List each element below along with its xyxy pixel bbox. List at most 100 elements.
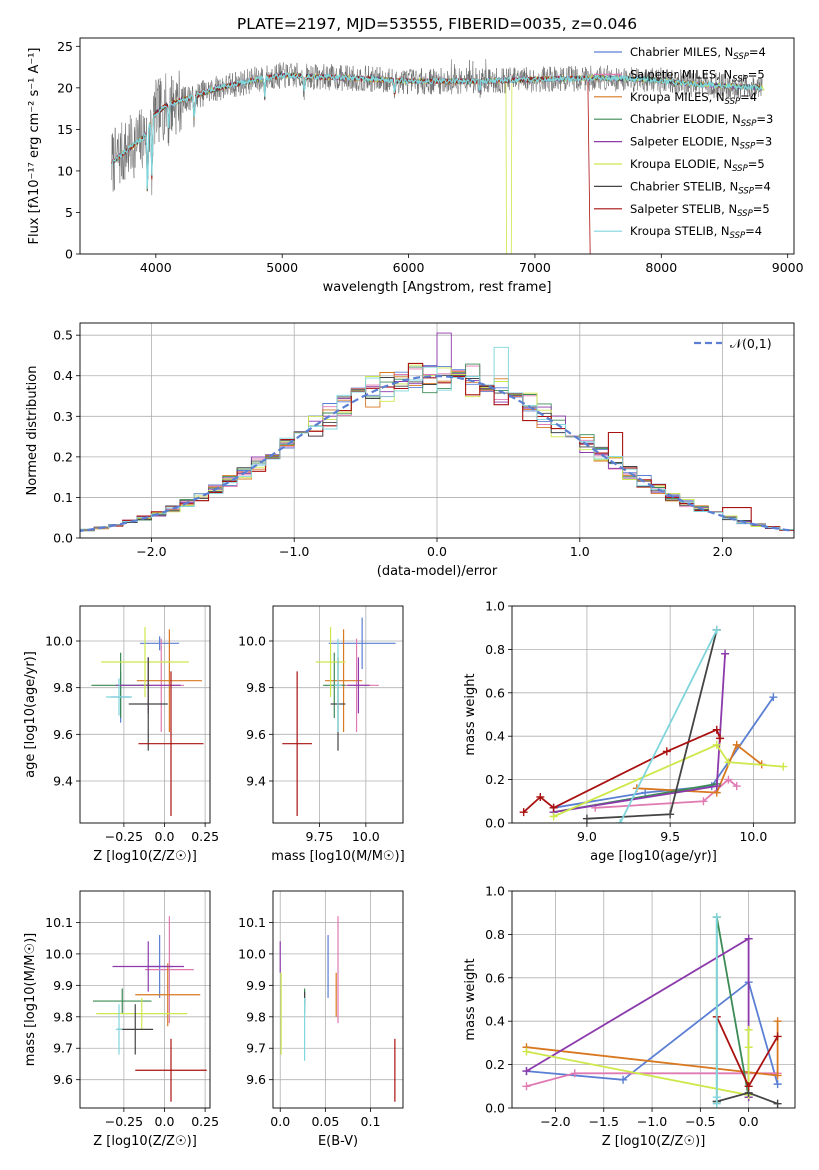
massweight-vs-Z-ytick-label: 0.0	[485, 1101, 505, 1116]
massweight-vs-Z-xtick-label: −1.0	[637, 1114, 667, 1129]
spectrum-ytick-label: 5	[65, 205, 73, 220]
massweight-vs-age-ytick-label: 0.6	[485, 685, 505, 700]
mass-vs-EBV-ytick-label: 9.9	[246, 978, 266, 993]
mass-weight-marker	[519, 808, 528, 817]
residuals-xtick-label: 1.0	[570, 544, 590, 559]
residuals-legend-label: 𝒩(0,1)	[730, 336, 772, 351]
spectrum-plot-area	[111, 59, 765, 254]
residuals-xtick-label: −2.0	[136, 544, 166, 559]
massweight-vs-Z-ytick-label: 0.4	[485, 1014, 505, 1029]
spectrum-legend-label: Kroupa ELODIE, NSSP=5	[630, 157, 765, 174]
mass-vs-EBV-ytick-label: 9.8	[246, 1009, 266, 1024]
age-vs-Z-ytick-label: 9.4	[53, 774, 73, 789]
mass-vs-EBV-ytick-label: 9.6	[246, 1072, 266, 1087]
mass-vs-Z-ytick-label: 10.0	[45, 946, 73, 961]
spectrum-legend-label: Chabrier STELIB, NSSP=4	[630, 179, 771, 196]
normal-curve	[80, 375, 794, 533]
residuals-ytick-label: 0.3	[53, 409, 73, 424]
spectrum-panel: 4000 5000 6000 7000 8000 9000 0 5 10 15 20 25 wavele…	[27, 37, 804, 295]
mass-weight-marker	[712, 1093, 721, 1102]
spectrum-legend-label: Chabrier MILES, NSSP=4	[630, 45, 766, 62]
age-vs-mass-xlabel: mass [log10(M/M☉)]	[271, 849, 404, 864]
spectrum-legend-label: Salpeter MILES, NSSP=5	[630, 67, 765, 84]
spectrum-ytick-label: 20	[57, 80, 73, 95]
mass-weight-marker	[773, 1071, 782, 1080]
mass-weight-line	[619, 629, 718, 823]
massweight-vs-age-ylabel: mass weight	[463, 673, 478, 755]
massweight-vs-age-ytick-label: 0.0	[485, 816, 505, 831]
spectrum-legend-label: Salpeter STELIB, NSSP=5	[630, 202, 770, 219]
mass-weight-marker	[773, 1099, 782, 1108]
age-vs-Z-xtick-label: 0.0	[155, 829, 175, 844]
age-vs-mass-xtick-label: 9.75	[306, 829, 334, 844]
residuals-xlabel: (data-model)/error	[377, 564, 498, 579]
mass-vs-EBV-frame	[272, 890, 404, 1109]
spectrum-xtick-label: 6000	[393, 260, 425, 275]
spectrum-model-line	[111, 71, 763, 189]
massweight-vs-age-ytick-label: 0.2	[485, 772, 505, 787]
residual-histogram	[80, 362, 794, 533]
massweight-vs-Z-xtick-label: −0.5	[685, 1114, 715, 1129]
age-vs-Z-frame	[79, 605, 211, 824]
mass-vs-Z-panel: −0.25 0.0 0.25 9.6 9.7 9.8 9.9 10.0 10.1 Z [log10…	[23, 890, 219, 1149]
mass-weight-line	[553, 696, 775, 809]
residuals-ylabel: Normed distribution	[25, 366, 40, 496]
age-vs-Z-ylabel: age [log10(age/yr)]	[23, 651, 38, 778]
massweight-vs-Z-ylabel: mass weight	[463, 958, 478, 1040]
mass-vs-Z-ytick-label: 9.6	[53, 1072, 73, 1087]
mass-weight-marker	[744, 1043, 753, 1052]
spectrum-xtick-label: 5000	[266, 260, 298, 275]
mass-weight-marker	[666, 810, 675, 819]
spectrum-xlabel: wavelength [Angstrom, rest frame]	[323, 280, 552, 295]
residuals-panel: −2.0 −1.0 0.0 1.0 2.0 0.0 0.1 0.2 0.3 0.4 0.5 (data…	[25, 322, 795, 579]
mass-weight-marker	[712, 782, 721, 791]
mass-weight-line	[586, 629, 718, 820]
mass-weight-marker	[570, 1069, 579, 1078]
mass-weight-marker	[773, 1017, 782, 1026]
mass-weight-line	[595, 778, 738, 809]
mass-vs-EBV-plot-area	[273, 891, 403, 1108]
mass-weight-marker	[744, 1025, 753, 1034]
mass-weight-marker	[549, 803, 558, 812]
mass-vs-EBV-xlabel: E(B-V)	[318, 1134, 358, 1149]
spectrum-ytick-label: 15	[57, 122, 73, 137]
mass-weight-marker	[582, 814, 591, 823]
mass-weight-marker	[732, 782, 741, 791]
residuals-ytick-label: 0.4	[53, 368, 73, 383]
mass-weight-marker	[724, 758, 733, 767]
massweight-vs-age-ytick-label: 1.0	[485, 599, 505, 614]
mass-weight-marker	[712, 740, 721, 749]
massweight-vs-Z-xtick-label: −2.0	[540, 1114, 570, 1129]
age-vs-mass-panel: 9.75 10.0 9.4 9.6 9.8 10.0 mass [log10(M/M☉)]	[238, 605, 405, 864]
mass-vs-Z-frame	[79, 890, 211, 1109]
massweight-vs-Z-xtick-label: 0.0	[739, 1114, 759, 1129]
residuals-ytick-label: 0.1	[53, 490, 73, 505]
mass-weight-marker	[549, 812, 558, 821]
mass-vs-EBV-ytick-label: 10.1	[238, 915, 266, 930]
residuals-frame	[79, 322, 795, 539]
mass-weight-marker	[536, 792, 545, 801]
mass-weight-marker	[773, 1080, 782, 1089]
massweight-vs-Z-ytick-label: 0.8	[485, 927, 505, 942]
spectrum-frame	[79, 37, 795, 255]
residuals-ytick-label: 0.2	[53, 449, 73, 464]
age-vs-Z-xtick-label: −0.25	[105, 829, 143, 844]
mass-weight-marker	[744, 934, 753, 943]
age-vs-Z-xlabel: Z [log10(Z/Z☉)]	[93, 849, 197, 864]
mass-weight-line	[553, 743, 784, 818]
spectrum-legend-label: Kroupa MILES, NSSP=4	[630, 90, 757, 107]
age-vs-mass-ytick-label: 9.8	[246, 680, 266, 695]
mass-vs-Z-ytick-label: 9.9	[53, 978, 73, 993]
residuals-plot-area	[80, 323, 794, 538]
figure-title: PLATE=2197, MJD=53555, FIBERID=0035, z=0…	[237, 15, 637, 33]
residuals-xtick-label: −1.0	[279, 544, 309, 559]
spectrum-ytick-label: 25	[57, 39, 73, 54]
massweight-vs-age-xtick-label: 9.0	[577, 829, 597, 844]
mass-weight-marker	[522, 1082, 531, 1091]
mass-vs-Z-ytick-label: 9.7	[53, 1041, 73, 1056]
massweight-vs-Z-plot-area	[512, 891, 795, 1108]
age-vs-mass-ytick-label: 10.0	[238, 634, 266, 649]
age-vs-Z-panel: −0.25 0.0 0.25 9.4 9.6 9.8 10.0 Z [log10(Z/Z☉)]…	[23, 605, 219, 864]
mass-vs-Z-xlabel: Z [log10(Z/Z☉)]	[93, 1134, 197, 1149]
